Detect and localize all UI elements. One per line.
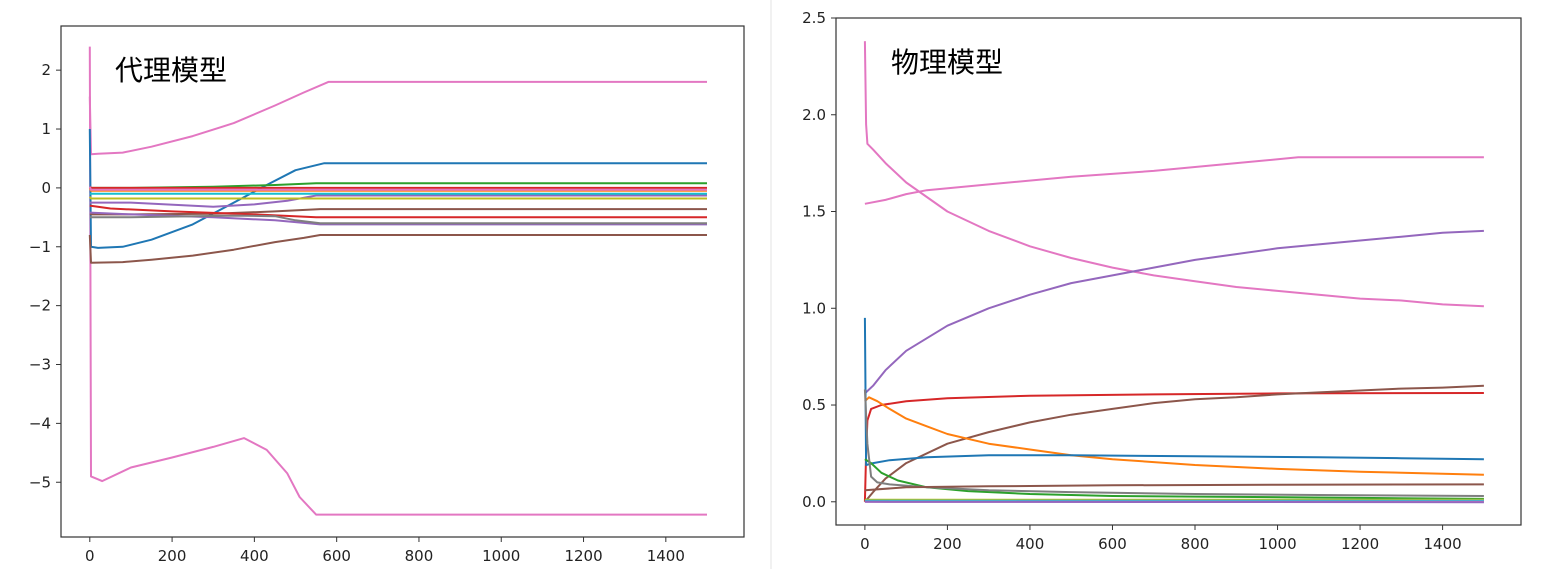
series-line-11	[89, 204, 707, 219]
y-tick-label: 1.0	[802, 299, 826, 317]
x-tick-label: 1200	[1341, 535, 1379, 553]
x-tick-label: 200	[933, 535, 962, 553]
y-tick-label: −3	[29, 356, 51, 374]
series-line-2	[864, 229, 1484, 395]
plot-frame	[60, 25, 745, 538]
physical-model-chart: 0 200 400 600 800 1000 1200 1400 0.0 0.5 1.0 1.5 2.0…	[802, 9, 1522, 553]
chart-title: 代理模型	[115, 54, 227, 87]
y-tick-label: −4	[29, 414, 51, 432]
series-line-7	[89, 194, 707, 208]
surrogate-model-panel: 0 200 400 600 800 1000 1200 1400 −5 −4 −3 −2 −1 0 1 2 代理…	[0, 0, 770, 569]
series-line-12	[89, 211, 707, 226]
series-line-14	[88, 186, 707, 191]
series-line-7	[864, 458, 1484, 500]
physical-model-panel: 0 200 400 600 800 1000 1200 1400 0.0 0.5 1.0 1.5 2.0…	[772, 0, 1555, 569]
series-line-2	[88, 128, 707, 249]
plot-frame	[835, 17, 1522, 526]
y-tick-label: 2.5	[802, 9, 826, 27]
series-line-8	[88, 196, 707, 200]
panel-divider	[770, 0, 772, 569]
x-tick-label: 800	[1181, 535, 1210, 553]
x-tick-label: 1400	[647, 547, 685, 565]
series-line-0	[88, 46, 707, 516]
x-tick-label: 800	[405, 547, 434, 565]
series-group	[863, 41, 1484, 504]
y-tick-label: −2	[29, 297, 51, 315]
y-tick-label: 2	[41, 61, 51, 79]
y-tick-label: −1	[29, 238, 51, 256]
y-tick-label: 1.5	[802, 203, 826, 221]
x-tick-label: 400	[1016, 535, 1045, 553]
series-group	[88, 46, 707, 516]
x-tick-label: 200	[158, 547, 187, 565]
series-line-5	[864, 396, 1484, 476]
x-tick-label: 600	[1098, 535, 1127, 553]
x-tick-label: 0	[85, 547, 95, 565]
y-tick-label: 0	[41, 179, 51, 197]
series-line-0	[863, 41, 1484, 308]
x-tick-label: 400	[240, 547, 269, 565]
chart-title: 物理模型	[891, 46, 1003, 79]
series-line-4	[864, 384, 1484, 503]
series-line-8	[863, 389, 1484, 497]
y-tick-label: −5	[29, 473, 51, 491]
series-line-1	[864, 156, 1484, 205]
y-tick-label: 0.5	[802, 396, 826, 414]
series-line-13	[89, 214, 707, 225]
x-tick-label: 1200	[564, 547, 602, 565]
surrogate-model-chart: 0 200 400 600 800 1000 1200 1400 −5 −4 −3 −2 −1 0 1 2 代理…	[29, 25, 745, 565]
y-tick-label: 0.0	[802, 493, 826, 511]
series-line-3	[88, 234, 707, 264]
series-line-1	[88, 80, 707, 156]
series-line-6	[863, 317, 1484, 466]
y-tick-label: 2.0	[802, 106, 826, 124]
x-tick-label: 1400	[1424, 535, 1462, 553]
y-tick-label: 1	[41, 120, 51, 138]
x-tick-label: 600	[322, 547, 351, 565]
series-line-9	[864, 483, 1484, 492]
x-tick-label: 1000	[1258, 535, 1296, 553]
x-tick-label: 0	[860, 535, 870, 553]
x-tick-label: 1000	[482, 547, 520, 565]
